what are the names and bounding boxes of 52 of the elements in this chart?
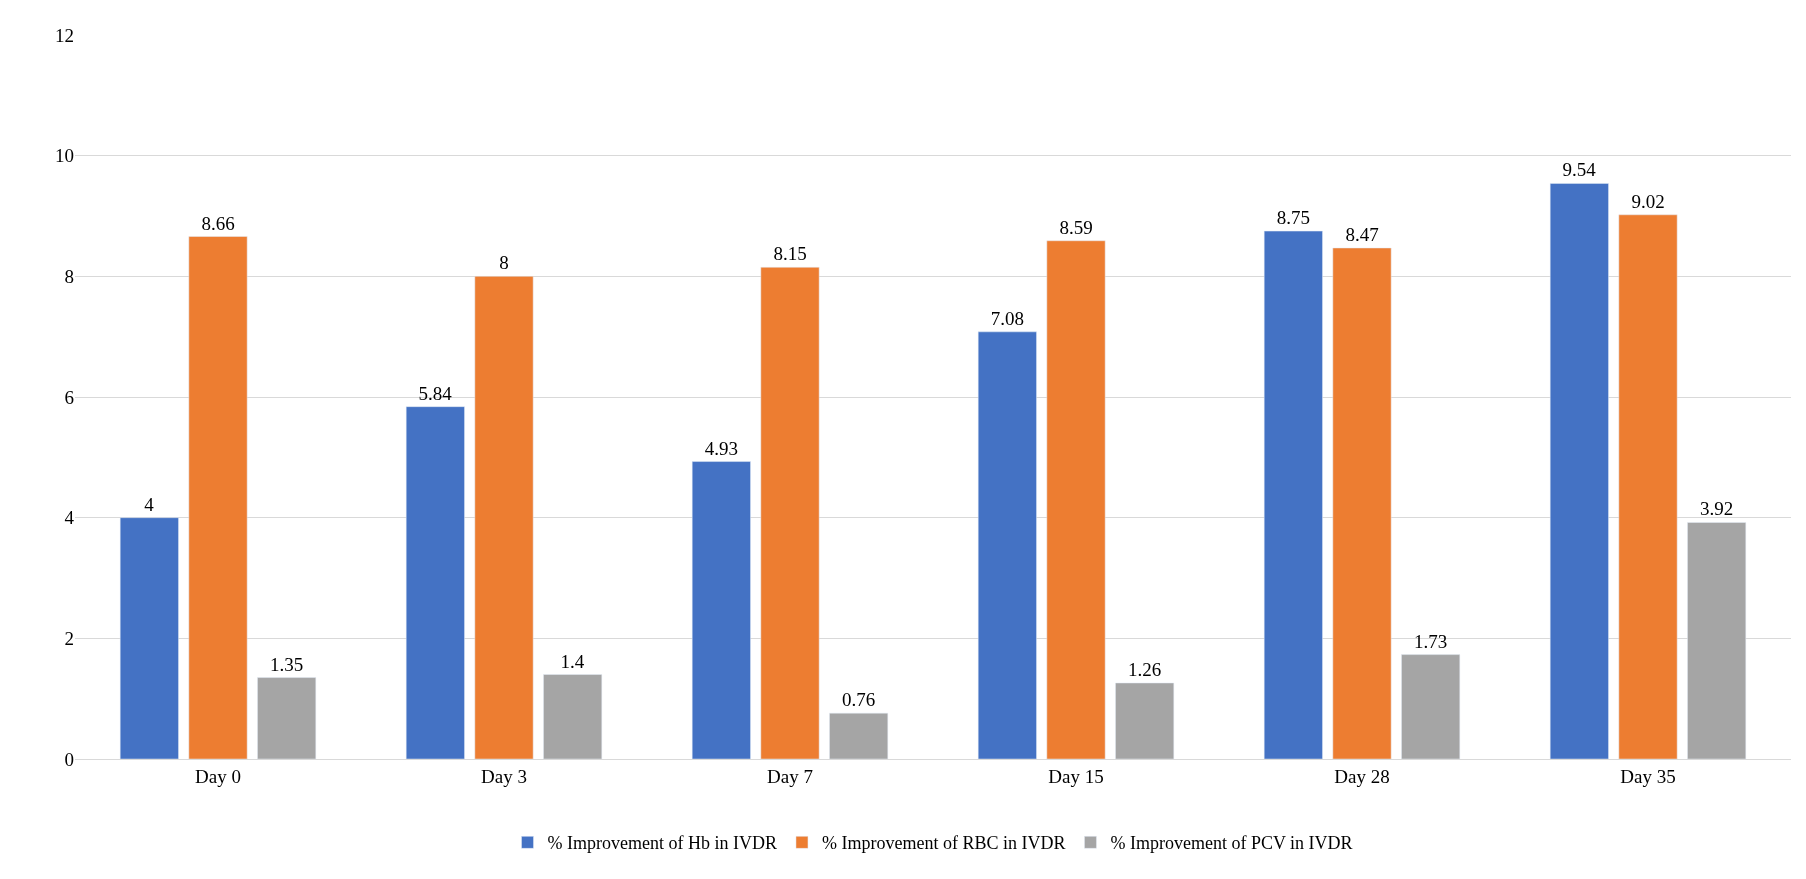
y-tick-label: 6 bbox=[64, 386, 74, 408]
bar bbox=[119, 517, 179, 759]
data-label: 8.59 bbox=[1059, 216, 1093, 238]
y-tick-label: 10 bbox=[55, 145, 74, 167]
legend-label: % Improvement of Hb in IVDR bbox=[547, 833, 777, 854]
legend-label: % Improvement of PCV in IVDR bbox=[1110, 833, 1353, 854]
data-label: 1.26 bbox=[1128, 658, 1162, 680]
data-label: 8.15 bbox=[773, 243, 807, 265]
data-label: 8.75 bbox=[1276, 207, 1310, 229]
data-label: 1.73 bbox=[1414, 630, 1448, 652]
x-tick-label: Day 0 bbox=[195, 765, 241, 787]
data-label: 4 bbox=[144, 493, 155, 515]
x-tick-label: Day 3 bbox=[481, 765, 527, 787]
data-label: 7.08 bbox=[990, 307, 1024, 329]
data-label: 0.76 bbox=[842, 689, 876, 711]
y-tick-label: 2 bbox=[64, 627, 74, 649]
data-label: 1.35 bbox=[270, 653, 304, 675]
bar bbox=[1332, 247, 1392, 759]
y-tick-label: 0 bbox=[64, 748, 74, 770]
data-label: 3.92 bbox=[1700, 498, 1734, 520]
bar bbox=[1687, 522, 1747, 759]
data-label: 1.4 bbox=[560, 650, 585, 672]
data-label: 5.84 bbox=[418, 382, 453, 404]
y-tick-label: 4 bbox=[64, 507, 75, 529]
x-tick-label: Day 35 bbox=[1620, 765, 1676, 787]
bar bbox=[405, 406, 465, 759]
bar bbox=[760, 267, 820, 759]
data-label: 8.66 bbox=[201, 212, 235, 234]
data-label: 4.93 bbox=[704, 437, 738, 459]
y-tick-label: 8 bbox=[64, 265, 74, 287]
data-label: 9.54 bbox=[1562, 159, 1597, 181]
bar bbox=[977, 331, 1037, 759]
bar bbox=[1115, 682, 1175, 759]
x-tick-label: Day 7 bbox=[767, 765, 813, 787]
bar bbox=[1263, 230, 1323, 759]
data-label: 9.02 bbox=[1631, 190, 1665, 212]
bar bbox=[1618, 214, 1678, 759]
bar bbox=[257, 677, 317, 759]
legend-label: % Improvement of RBC in IVDR bbox=[821, 833, 1066, 854]
data-label: 8.47 bbox=[1345, 223, 1379, 245]
data-label: 8 bbox=[499, 252, 509, 274]
bar bbox=[188, 236, 248, 759]
bar bbox=[829, 712, 889, 759]
bar bbox=[1401, 654, 1461, 759]
bar bbox=[1046, 240, 1106, 759]
x-tick-label: Day 28 bbox=[1334, 765, 1390, 787]
x-tick-label: Day 15 bbox=[1048, 765, 1104, 787]
bar bbox=[1549, 183, 1609, 759]
bar bbox=[691, 461, 751, 759]
y-tick-label: 12 bbox=[55, 24, 74, 46]
bar bbox=[543, 674, 603, 759]
bar bbox=[474, 276, 534, 759]
